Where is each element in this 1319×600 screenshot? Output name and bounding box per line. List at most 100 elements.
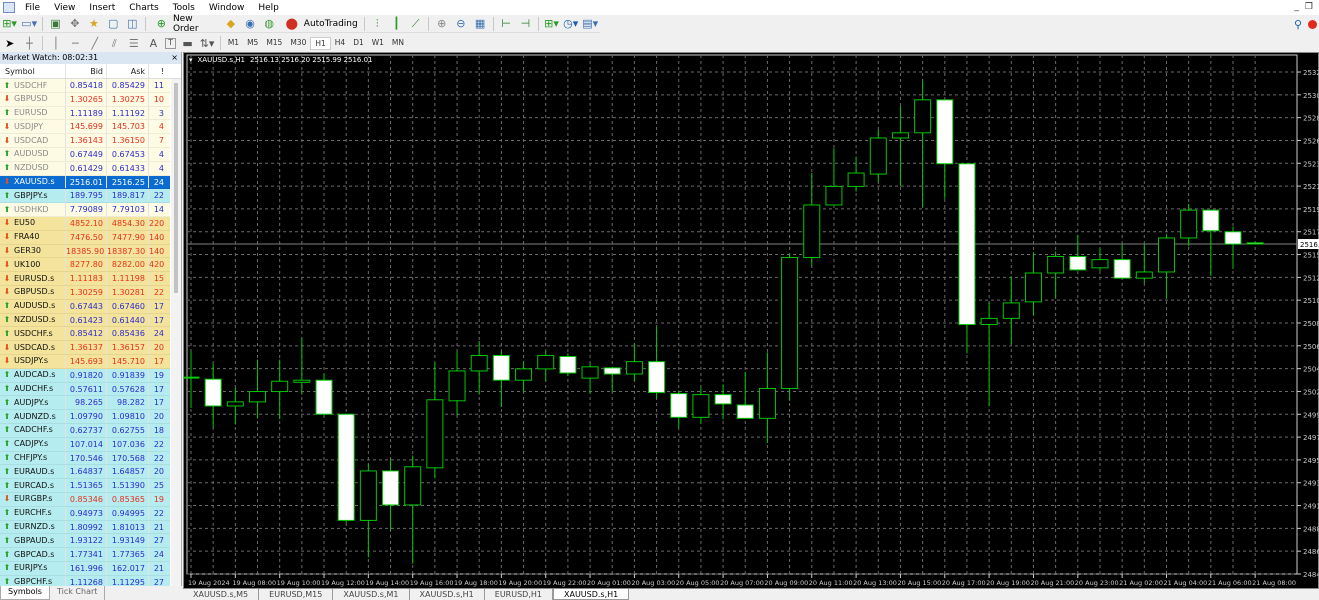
candle[interactable] bbox=[1024, 252, 1042, 316]
candle[interactable] bbox=[184, 351, 200, 409]
arrows-icon[interactable]: ⇅▾ bbox=[199, 36, 215, 50]
market-watch-icon[interactable]: ▣ bbox=[50, 17, 61, 30]
cursor-icon[interactable]: ➤ bbox=[5, 36, 15, 50]
candle[interactable] bbox=[1113, 244, 1131, 279]
candle[interactable] bbox=[249, 359, 267, 419]
candle[interactable] bbox=[1091, 248, 1109, 271]
market-watch-row[interactable]: ⬆ AUDNZD.s 1.09790 1.09810 20 bbox=[0, 410, 170, 424]
candle[interactable] bbox=[293, 337, 311, 395]
periods-icon[interactable]: ◷▾ bbox=[563, 17, 579, 30]
menu-help[interactable]: Help bbox=[258, 2, 279, 13]
candle[interactable] bbox=[492, 351, 510, 408]
candle[interactable] bbox=[515, 361, 533, 392]
candle[interactable] bbox=[914, 81, 932, 208]
candle[interactable] bbox=[1135, 244, 1153, 284]
period-w1[interactable]: W1 bbox=[371, 37, 384, 47]
candle[interactable] bbox=[359, 463, 377, 558]
candle[interactable] bbox=[426, 362, 444, 479]
search-icon[interactable]: ⚲ bbox=[1293, 18, 1302, 31]
text-label-tool[interactable]: T bbox=[165, 37, 176, 49]
candle[interactable] bbox=[980, 301, 998, 406]
autoscroll-icon[interactable]: ⊣ bbox=[520, 17, 531, 30]
candle[interactable] bbox=[204, 363, 222, 428]
period-h1[interactable]: H1 bbox=[310, 36, 331, 50]
metaeditor-icon[interactable]: ◆ bbox=[226, 17, 236, 30]
column-spread[interactable]: ! bbox=[148, 64, 168, 78]
candle[interactable] bbox=[404, 455, 422, 564]
chart-menu-icon[interactable]: ▾ bbox=[189, 56, 193, 64]
market-watch-row[interactable]: ⬆ EURCHF.s 0.94973 0.94995 22 bbox=[0, 506, 170, 521]
trendline-icon[interactable]: ╱ bbox=[91, 36, 99, 50]
market-watch-row[interactable]: ⬇ UK100 8277.80 8282.00 420 bbox=[0, 258, 170, 273]
candle[interactable] bbox=[1224, 226, 1242, 269]
candle[interactable] bbox=[537, 351, 555, 382]
close-icon[interactable]: × bbox=[171, 53, 178, 62]
candle[interactable] bbox=[315, 372, 333, 417]
market-watch-row[interactable]: ⬇ USDCAD 1.36143 1.36150 7 bbox=[0, 134, 170, 148]
candle[interactable] bbox=[1002, 276, 1020, 345]
candle[interactable] bbox=[758, 352, 776, 444]
bar-chart-icon[interactable]: ⫶ bbox=[375, 17, 379, 30]
menu-file[interactable]: File bbox=[25, 2, 41, 13]
market-watch-row[interactable]: ⬇ USDJPY.s 145.693 145.710 17 bbox=[0, 354, 170, 369]
candle[interactable] bbox=[226, 387, 244, 425]
market-watch-row[interactable]: ⬆ CADJPY.s 107.014 107.036 22 bbox=[0, 437, 170, 452]
candle[interactable] bbox=[714, 384, 732, 420]
menu-insert[interactable]: Insert bbox=[89, 2, 116, 13]
period-m5[interactable]: M5 bbox=[247, 37, 259, 47]
period-h4[interactable]: H4 bbox=[334, 37, 346, 47]
notification-icon[interactable] bbox=[1308, 20, 1317, 29]
candle[interactable] bbox=[625, 343, 643, 382]
candle[interactable] bbox=[891, 106, 909, 187]
tab-tick-chart[interactable]: Tick Chart bbox=[50, 586, 106, 600]
candle[interactable] bbox=[736, 371, 754, 419]
market-watch-row[interactable]: ⬆ EURUSD 1.11189 1.11192 3 bbox=[0, 106, 170, 121]
crosshair-icon[interactable]: ┼ bbox=[25, 36, 33, 50]
market-watch-row[interactable]: ⬇ XAUUSD.s 2516.01 2516.25 24 bbox=[0, 175, 170, 190]
line-chart-icon[interactable]: ⟋ bbox=[411, 17, 420, 30]
candle[interactable] bbox=[337, 413, 355, 524]
market-watch-row[interactable]: ⬇ USDJPY 145.699 145.703 4 bbox=[0, 120, 170, 135]
column-symbol[interactable]: Symbol bbox=[5, 67, 35, 76]
candlestick-chart[interactable]: 2532. 2530. 2528. 2526. 2523. 2521. 2519. 2517.… bbox=[184, 53, 1319, 590]
candle[interactable] bbox=[869, 129, 887, 183]
rectangle-icon[interactable]: ▬ bbox=[182, 36, 193, 50]
candle[interactable] bbox=[803, 173, 821, 266]
minimize-icon[interactable]: _ bbox=[1294, 2, 1299, 12]
market-watch-row[interactable]: ⬆ GBPJPY.s 189.795 189.817 22 bbox=[0, 189, 170, 204]
candle[interactable] bbox=[470, 341, 488, 395]
candle[interactable] bbox=[382, 459, 400, 531]
candle[interactable] bbox=[581, 362, 599, 394]
candle[interactable] bbox=[559, 353, 577, 377]
chart-tab[interactable]: XAUUSD.s,H1 bbox=[552, 589, 630, 600]
market-watch-scrollbar[interactable] bbox=[171, 79, 181, 586]
candle[interactable] bbox=[603, 366, 621, 392]
autotrading-button[interactable]: ⬤ AutoTrading bbox=[285, 17, 358, 30]
chart-shift-icon[interactable]: ⊢ bbox=[501, 17, 511, 30]
candle[interactable] bbox=[271, 359, 289, 420]
market-watch-row[interactable]: ⬇ EURGBP.s 0.85346 0.85365 19 bbox=[0, 492, 170, 507]
text-tool[interactable]: A bbox=[149, 36, 158, 50]
zoom-out-icon[interactable]: ⊖ bbox=[456, 17, 466, 30]
market-watch-row[interactable]: ⬆ USDHKD 7.79089 7.79103 14 bbox=[0, 203, 170, 217]
terminal-icon[interactable]: ▢ bbox=[107, 17, 119, 30]
navigator-icon[interactable]: ✥ bbox=[70, 17, 80, 30]
market-watch-row[interactable]: ⬆ GBPCAD.s 1.77341 1.77365 24 bbox=[0, 548, 170, 562]
market-watch-row[interactable]: ⬇ USDCAD.s 1.36137 1.36157 20 bbox=[0, 341, 170, 355]
period-m1[interactable]: M1 bbox=[227, 37, 240, 47]
templates-icon[interactable]: ▤▾ bbox=[582, 17, 599, 30]
candle[interactable] bbox=[936, 99, 954, 199]
zoom-in-icon[interactable]: ⊕ bbox=[437, 17, 447, 30]
data-window-icon[interactable]: ★ bbox=[89, 17, 99, 30]
scrollbar-thumb[interactable] bbox=[174, 83, 178, 293]
market-watch-row[interactable]: ⬆ GBPAUD.s 1.93122 1.93149 27 bbox=[0, 534, 170, 549]
market-watch-row[interactable]: ⬆ EURJPY.s 161.996 162.017 21 bbox=[0, 561, 170, 576]
candle[interactable] bbox=[1180, 203, 1198, 247]
equidistant-channel-icon[interactable]: ⫽ bbox=[111, 36, 117, 50]
strategy-tester-icon[interactable]: ◫ bbox=[127, 17, 138, 30]
candlesticks-icon[interactable]: ┃ bbox=[393, 17, 400, 30]
market-watch-row[interactable]: ⬇ EU50 4852.10 4854.30 220 bbox=[0, 216, 170, 231]
period-d1[interactable]: D1 bbox=[353, 37, 364, 47]
market-watch-row[interactable]: ⬇ GBPUSD 1.30265 1.30275 10 bbox=[0, 92, 170, 107]
candle[interactable] bbox=[1047, 251, 1065, 299]
